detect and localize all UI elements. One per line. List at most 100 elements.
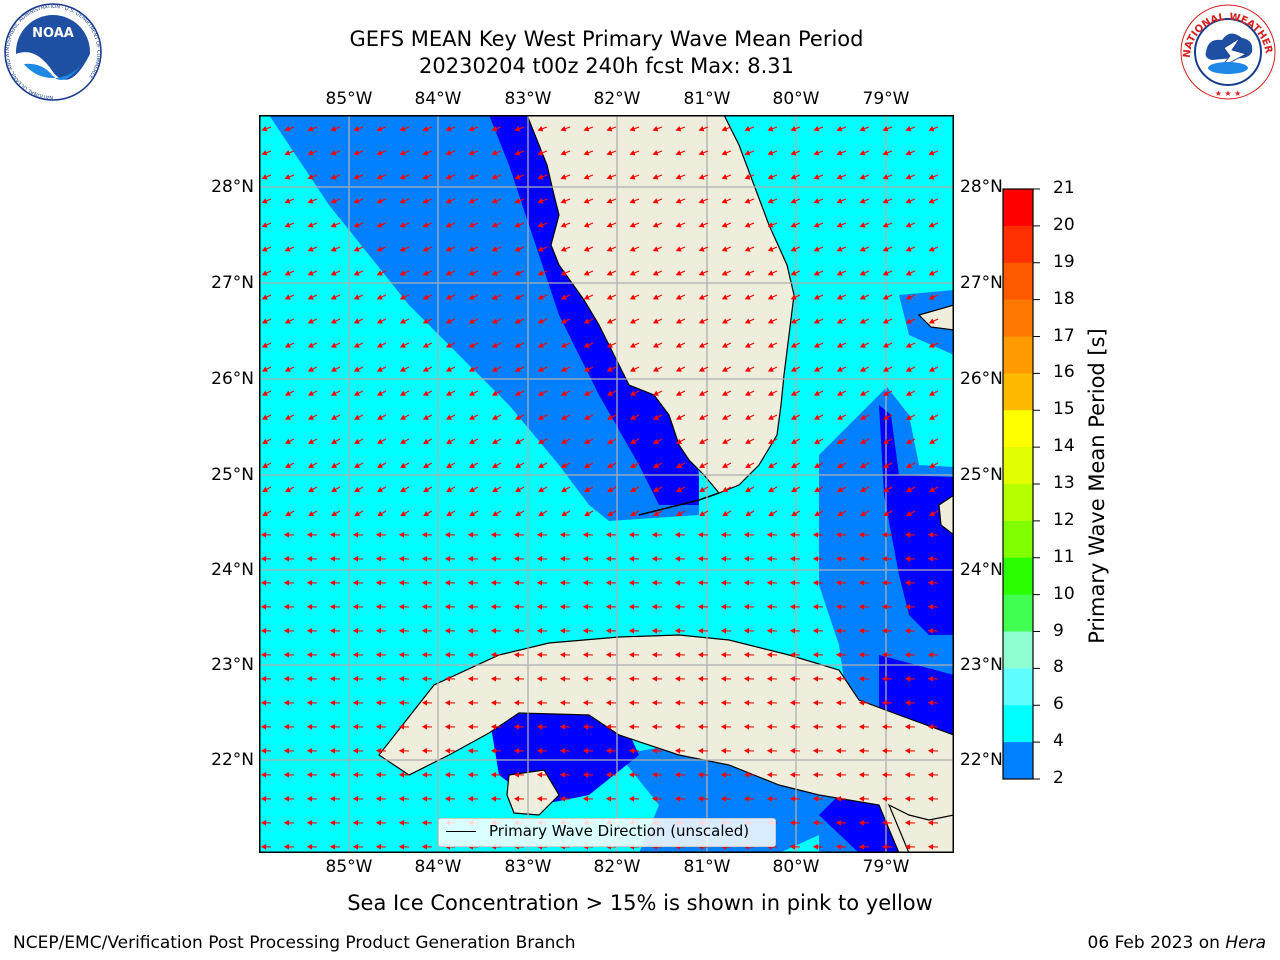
- direction-arrow-head: [629, 414, 636, 420]
- direction-arrow-head: [375, 675, 382, 682]
- colorbar-tick-label: 19: [1053, 251, 1075, 272]
- direction-arrow-head: [307, 150, 314, 156]
- direction-arrow-head: [790, 198, 797, 204]
- direction-arrow-head: [858, 651, 865, 658]
- direction-arrow-head: [398, 747, 405, 754]
- direction-arrow-head: [284, 390, 291, 396]
- direction-arrow-head: [537, 270, 544, 276]
- direction-arrow-head: [652, 414, 659, 420]
- chart-subtitle: 20230204 t00z 240h fcst Max: 8.31: [419, 54, 794, 78]
- direction-arrow-head: [698, 270, 705, 276]
- direction-arrow-head: [697, 531, 704, 538]
- direction-arrow-head: [628, 771, 635, 778]
- direction-arrow-head: [812, 771, 819, 778]
- direction-arrow-head: [445, 174, 452, 180]
- colorbar-tick-label: 21: [1053, 178, 1075, 198]
- direction-arrow-head: [536, 771, 543, 778]
- direction-arrow-head: [836, 390, 843, 396]
- direction-arrow-head: [628, 627, 635, 634]
- direction-arrow-head: [767, 390, 774, 396]
- direction-arrow-head: [904, 675, 911, 682]
- direction-arrow-head: [812, 555, 819, 562]
- direction-arrow-head: [837, 462, 844, 468]
- direction-arrow-head: [882, 198, 889, 204]
- direction-arrow-head: [262, 462, 269, 468]
- direction-arrow-head: [284, 222, 291, 228]
- direction-arrow-head: [260, 555, 267, 562]
- direction-arrow-head: [789, 699, 796, 706]
- direction-arrow-head: [491, 390, 498, 396]
- direction-arrow-head: [399, 150, 406, 156]
- direction-arrow-head: [628, 603, 635, 610]
- direction-arrow-head: [330, 366, 337, 372]
- direction-arrow-head: [653, 486, 660, 492]
- direction-arrow-head: [881, 819, 888, 826]
- direction-arrow-head: [606, 318, 613, 324]
- generation-date: 06 Feb 2023 on Hera: [1088, 933, 1266, 953]
- direction-arrow-head: [513, 723, 520, 730]
- direction-arrow-head: [858, 747, 865, 754]
- direction-arrow-head: [559, 795, 566, 802]
- direction-arrow-head: [353, 222, 360, 228]
- direction-arrow-head: [767, 126, 774, 132]
- direction-arrow-head: [330, 198, 337, 204]
- direction-arrow-head: [445, 318, 452, 324]
- direction-arrow-head: [744, 222, 751, 228]
- direction-arrow-head: [560, 414, 567, 420]
- direction-arrow-head: [904, 819, 911, 826]
- direction-arrow-head: [813, 222, 820, 228]
- direction-arrow-head: [492, 462, 499, 468]
- direction-arrow-head: [398, 723, 405, 730]
- direction-arrow-head: [675, 150, 682, 156]
- period-2-4-band-straits: [879, 405, 954, 635]
- direction-arrow-head: [491, 222, 498, 228]
- direction-arrow-head: [836, 174, 843, 180]
- direction-arrow-head: [906, 510, 913, 517]
- lon-label-bottom: 84°W: [414, 857, 462, 877]
- direction-arrow-head: [308, 462, 315, 468]
- lat-label-left: 28°N: [211, 177, 254, 197]
- direction-arrow-head: [858, 819, 865, 826]
- direction-arrow-head: [307, 222, 314, 228]
- direction-arrow-head: [285, 438, 291, 444]
- lat-label-left: 26°N: [211, 369, 254, 389]
- direction-arrow-head: [674, 699, 681, 706]
- direction-arrow-head: [744, 318, 751, 324]
- direction-arrow-head: [927, 531, 934, 538]
- direction-arrow-head: [652, 198, 659, 204]
- direction-arrow-head: [561, 462, 568, 468]
- colorbar-tick-label: 12: [1053, 509, 1075, 530]
- direction-arrow-head: [904, 555, 911, 562]
- direction-arrow-head: [883, 438, 889, 444]
- direction-arrow-head: [582, 531, 589, 538]
- direction-arrow-head: [514, 390, 521, 396]
- direction-arrow-head: [306, 675, 313, 682]
- direction-arrow-head: [768, 438, 774, 444]
- lat-label-left: 23°N: [211, 655, 254, 675]
- direction-arrow-head: [697, 723, 704, 730]
- direction-arrow-head: [306, 651, 313, 658]
- colorbar: [1002, 188, 1040, 780]
- direction-arrow-head: [605, 603, 612, 610]
- direction-arrow-head: [560, 174, 567, 180]
- direction-arrow-head: [882, 126, 889, 132]
- direction-arrow-head: [812, 531, 819, 538]
- colorbar-segment: [1003, 484, 1033, 522]
- direction-arrow-head: [904, 603, 911, 610]
- direction-arrow-head: [927, 699, 934, 706]
- direction-arrow-head: [813, 390, 820, 396]
- direction-arrow-head: [375, 795, 382, 802]
- colorbar-segment: [1003, 373, 1033, 411]
- direction-arrow-head: [927, 675, 934, 682]
- direction-arrow-head: [606, 294, 613, 300]
- direction-arrow-head: [399, 222, 406, 228]
- direction-arrow-head: [446, 510, 453, 517]
- direction-arrow-head: [376, 366, 383, 372]
- direction-arrow-head: [260, 699, 267, 706]
- map-frame: [259, 115, 954, 853]
- direction-arrow-head: [698, 174, 705, 180]
- direction-arrow-head: [582, 675, 589, 682]
- direction-arrow-head: [283, 771, 290, 778]
- direction-arrow-head: [882, 174, 889, 180]
- direction-arrow-head: [606, 270, 613, 276]
